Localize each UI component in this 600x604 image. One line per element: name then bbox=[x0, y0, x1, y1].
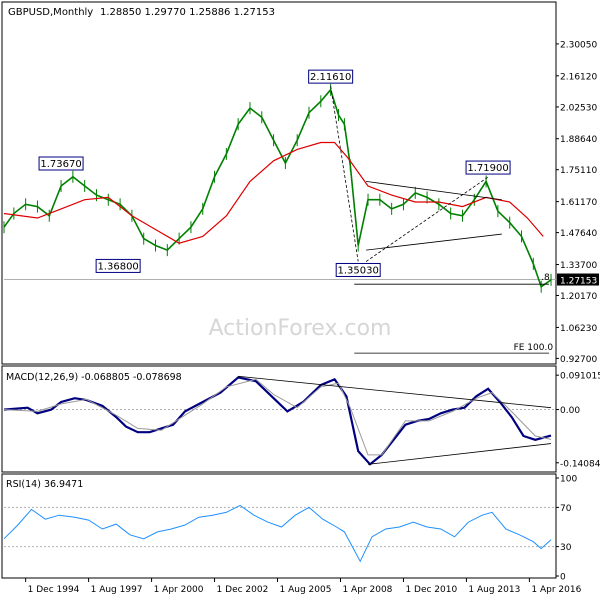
x-tick-label: 1 Aug 2013 bbox=[468, 585, 520, 595]
annotation-box bbox=[335, 262, 381, 277]
price-trendline bbox=[366, 233, 502, 251]
price-trendline bbox=[330, 86, 359, 262]
annotation-layer: 1.27153 1.73670 1.36800 2.11610 1.35030 1.719… bbox=[38, 69, 599, 353]
macd-tick-label: -0.140843 bbox=[560, 459, 600, 469]
rsi-tick-label: 100 bbox=[560, 475, 577, 485]
current-price-label: 1.27153 bbox=[560, 277, 597, 287]
moving-average-series bbox=[3, 141, 544, 244]
price-panel-frame bbox=[1, 1, 557, 365]
macd-panel-frame bbox=[1, 365, 557, 473]
macd-panel: MACD(12,26,9) -0.068805 -0.078698 bbox=[1, 365, 557, 473]
price-tick-label: 1.61170 bbox=[560, 198, 597, 208]
price-tick-label: 2.30050 bbox=[560, 40, 597, 50]
rsi-tick-label: 0 bbox=[560, 573, 566, 583]
annotation-label: 1.35030 bbox=[338, 265, 379, 276]
watermark: ActionForex.com bbox=[209, 316, 392, 341]
macd-title: MACD(12,26,9) -0.068805 -0.078698 bbox=[6, 372, 182, 383]
macd-tick-label: 0.00 bbox=[560, 406, 580, 416]
price-tick-label: 1.20170 bbox=[560, 292, 597, 302]
x-tick-label: 1 Apr 2016 bbox=[531, 585, 581, 595]
x-tick-label: 1 Dec 1994 bbox=[28, 585, 80, 595]
macd-trendline bbox=[238, 375, 552, 409]
series-layer bbox=[3, 83, 552, 563]
annotation-label: 1.36800 bbox=[97, 261, 138, 272]
price-tick-label: 1.88640 bbox=[560, 135, 597, 145]
annotation-box bbox=[95, 258, 141, 273]
price-tick-label: 2.16120 bbox=[560, 72, 597, 82]
rsi-tick-label: 30 bbox=[560, 543, 572, 553]
annotation-text: .8 bbox=[541, 273, 550, 283]
annotation-box bbox=[308, 69, 354, 84]
price-tick-label: 2.02530 bbox=[560, 103, 597, 113]
annotation-text: FE 100.0 bbox=[514, 343, 554, 353]
ohlc-readout: 1.28850 1.29770 1.25886 1.27153 bbox=[100, 7, 275, 18]
annotation-label: 1.73670 bbox=[40, 159, 81, 170]
rsi-line-series bbox=[3, 504, 552, 563]
trendline-layer bbox=[238, 86, 552, 465]
macd-signal-series bbox=[3, 378, 552, 456]
annotation-label: 2.11610 bbox=[310, 72, 351, 83]
x-tick-label: 1 Apr 2000 bbox=[154, 585, 204, 595]
x-tick-label: 1 Aug 1997 bbox=[91, 585, 143, 595]
price-tick-label: 0.92700 bbox=[560, 355, 597, 365]
macd-tick-label: 0.091015 bbox=[560, 372, 600, 382]
rsi-panel-frame bbox=[1, 473, 557, 579]
axis-layer: 2.30050 2.16120 2.02530 1.88640 1.75110 1.611… bbox=[25, 40, 600, 595]
annotation-label: 1.71900 bbox=[467, 163, 508, 174]
price-panel: GBPUSD,Monthly 1.28850 1.29770 1.25886 1… bbox=[1, 1, 557, 365]
price-tick-label: 1.06230 bbox=[560, 324, 597, 334]
symbol-title: GBPUSD,Monthly bbox=[8, 7, 93, 18]
price-tick-label: 1.47640 bbox=[560, 229, 597, 239]
rsi-title: RSI(14) 36.9471 bbox=[6, 479, 83, 490]
rsi-tick-label: 70 bbox=[560, 504, 572, 514]
x-tick-label: 1 Aug 2005 bbox=[280, 585, 332, 595]
annotation-box bbox=[38, 156, 84, 171]
price-tick-label: 1.75110 bbox=[560, 166, 597, 176]
price-trendline bbox=[366, 181, 502, 201]
current-price-box bbox=[557, 273, 599, 286]
x-tick-label: 1 Dec 2010 bbox=[405, 585, 457, 595]
rsi-panel: RSI(14) 36.9471 bbox=[1, 473, 557, 579]
x-tick-label: 1 Apr 2008 bbox=[342, 585, 392, 595]
macd-trendline bbox=[367, 443, 552, 465]
annotation-box bbox=[465, 160, 511, 175]
price-tick-label: 1.33700 bbox=[560, 261, 597, 271]
grid-layer bbox=[4, 279, 556, 548]
x-tick-label: 1 Dec 2002 bbox=[217, 585, 269, 595]
